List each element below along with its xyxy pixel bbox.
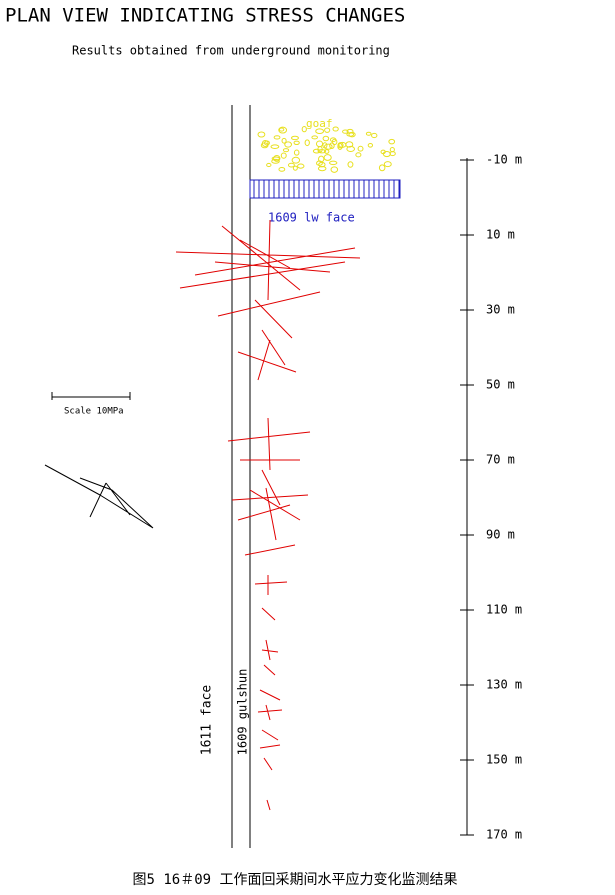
goaf-rock <box>315 128 325 135</box>
distance-label: 170 m <box>486 828 522 842</box>
goaf-rock <box>287 162 295 168</box>
goaf-rock <box>323 154 332 161</box>
goaf-rock <box>367 142 374 148</box>
goaf-rock <box>281 137 287 144</box>
goaf-rock <box>280 152 287 159</box>
goaf-rock <box>317 165 327 172</box>
goaf-rock <box>371 132 378 139</box>
goaf-rock <box>322 135 330 142</box>
goaf-rock <box>329 160 338 166</box>
goaf-rock <box>389 151 396 157</box>
caption: 图5 16＃09 工作面回采期间水平应力变化监测结果 <box>133 871 458 888</box>
distance-label: -10 m <box>486 153 522 167</box>
goaf-rock <box>382 150 391 158</box>
face-label: 1609 lw face <box>268 211 355 225</box>
goaf-rock <box>324 143 333 150</box>
subtitle: Results obtained from underground monito… <box>72 44 390 58</box>
goaf-rock <box>342 129 349 134</box>
goaf-rock <box>388 138 396 145</box>
goaf-rock <box>278 167 286 172</box>
goaf-rock <box>270 144 280 149</box>
goaf-rock <box>383 161 392 168</box>
goaf-rock <box>315 140 324 148</box>
goaf-rock <box>311 135 318 140</box>
goaf-rock <box>312 148 321 154</box>
goaf-rock <box>357 145 364 152</box>
goaf-rock <box>290 135 299 141</box>
face-hatch <box>253 180 400 198</box>
goaf-rock <box>337 143 343 151</box>
goaf-rock <box>389 147 395 153</box>
title: PLAN VIEW INDICATING STRESS CHANGES <box>5 5 405 27</box>
distance-label: 10 m <box>486 228 515 242</box>
goaf-rock <box>292 165 298 171</box>
goaf-rock <box>261 140 269 147</box>
goaf-rock <box>378 164 386 172</box>
distance-label: 110 m <box>486 603 522 617</box>
distance-scale: -10 m 10 m 30 m 50 m 70 m 90 m 110 m 130 m 150 m… <box>460 153 522 842</box>
goaf-rock <box>355 152 362 158</box>
goaf-rock <box>271 158 280 164</box>
distance-label: 90 m <box>486 528 515 542</box>
goaf-rock <box>324 127 331 133</box>
goaf-rock <box>329 137 337 143</box>
gateroad-label: 1609 gulshun <box>236 669 250 756</box>
distance-label: 70 m <box>486 453 515 467</box>
goaf-rock <box>347 161 354 168</box>
distance-label: 150 m <box>486 753 522 767</box>
north-arrow <box>44 464 154 529</box>
goaf-rock <box>291 156 301 164</box>
goaf-rock <box>304 139 310 147</box>
goaf-rock <box>273 154 281 162</box>
goaf-rock <box>301 126 307 133</box>
goaf-rock <box>323 149 330 154</box>
goaf-rock <box>284 141 292 148</box>
goaf-rock <box>346 145 355 152</box>
goaf-rock <box>346 132 355 137</box>
goaf-rock <box>297 163 305 169</box>
goaf-rock <box>365 131 372 136</box>
face-block <box>249 179 401 199</box>
goaf-rock <box>273 135 281 140</box>
left-face-label: 1611 face <box>200 685 215 756</box>
goaf-rock <box>293 140 300 146</box>
goaf-rock <box>345 141 354 148</box>
distance-label: 130 m <box>486 678 522 692</box>
goaf-label: goaf <box>306 117 333 130</box>
goaf-rock <box>278 127 285 132</box>
goaf-rock <box>278 126 288 134</box>
goaf-rock <box>293 149 300 156</box>
goaf-rock <box>282 148 290 153</box>
goaf-rock <box>332 126 339 132</box>
goaf-rock <box>257 131 266 138</box>
goaf-rock <box>317 149 327 154</box>
stress-vectors <box>175 219 361 811</box>
goaf-area <box>257 126 396 173</box>
scale-label: Scale 10MPa <box>64 407 124 417</box>
distance-label: 50 m <box>486 378 515 392</box>
goaf-rock <box>330 166 339 173</box>
goaf-rock <box>266 162 272 168</box>
distance-label: 30 m <box>486 303 515 317</box>
